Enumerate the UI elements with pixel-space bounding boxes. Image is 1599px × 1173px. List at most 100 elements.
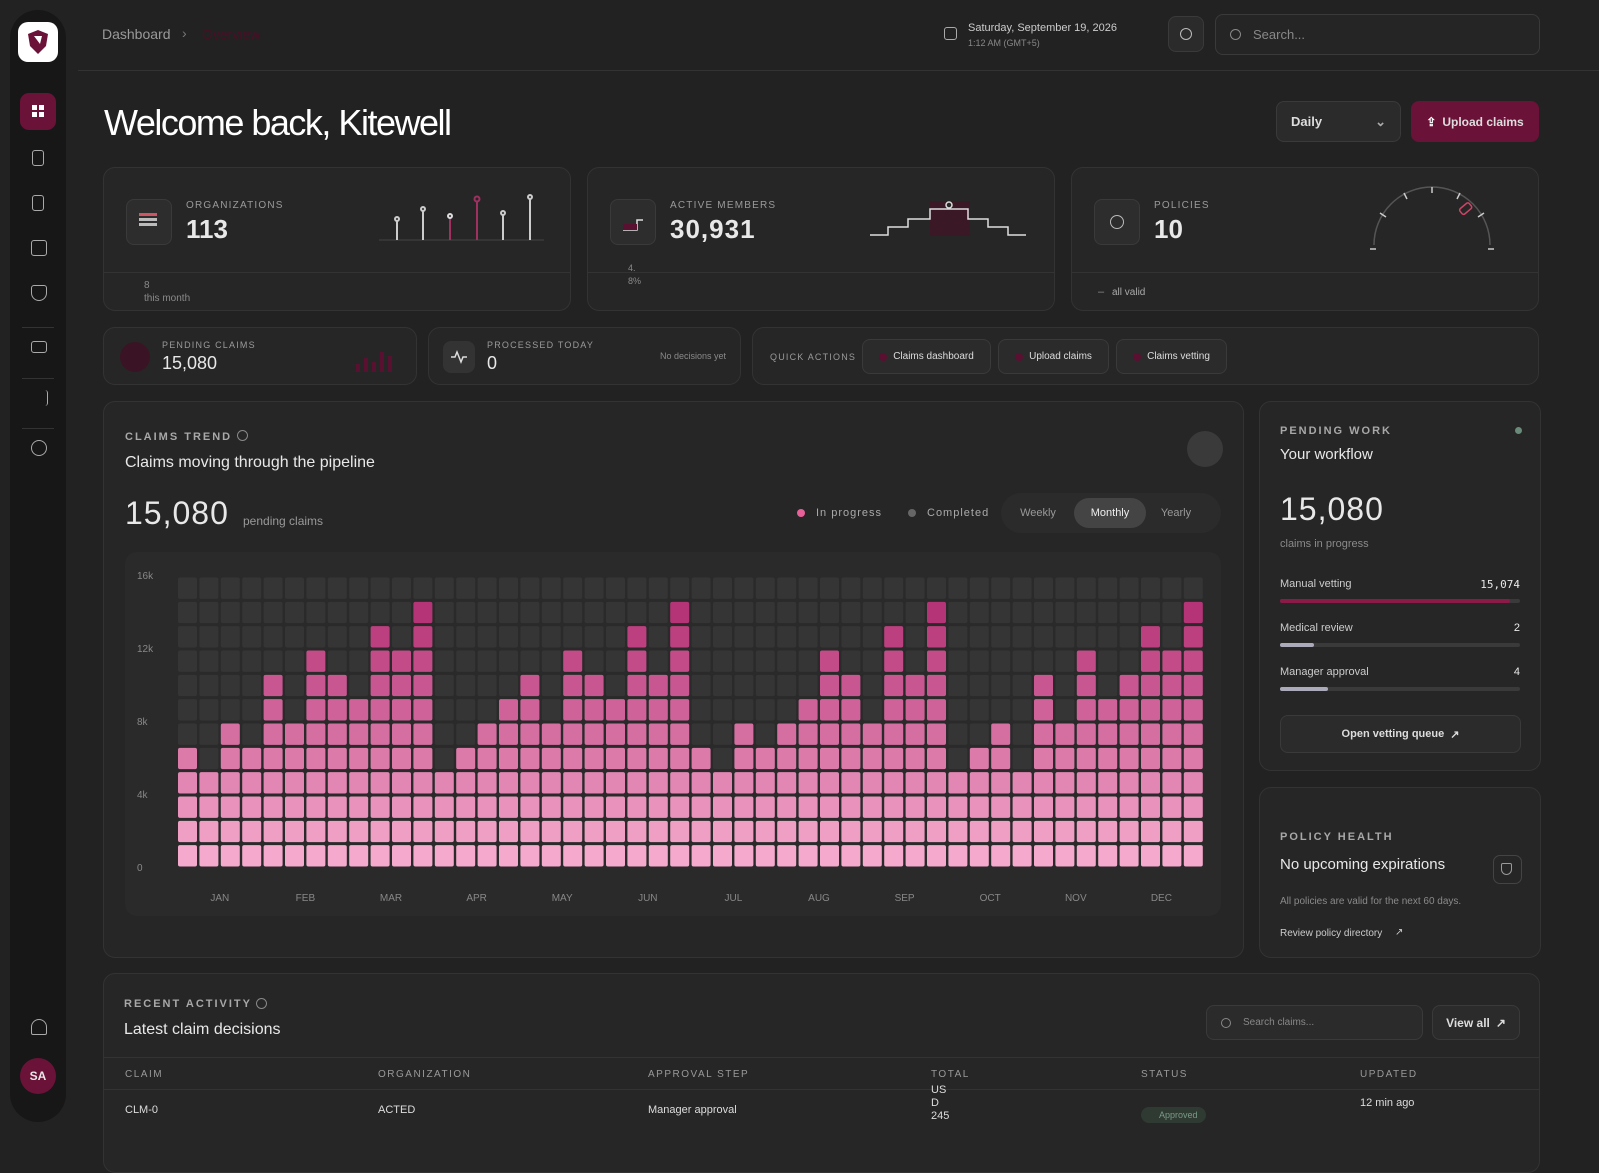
heat-cell (927, 772, 946, 794)
heat-cell (1034, 674, 1053, 697)
legend-label: In progress (816, 507, 883, 519)
quick-action[interactable]: Claims vetting (1116, 339, 1227, 374)
heat-cell (627, 723, 647, 745)
trend-total: 15,080 (125, 495, 229, 531)
heat-column (199, 577, 219, 867)
heat-cell (178, 796, 197, 818)
stat-card: PENDING CLAIMS 15,080 (103, 327, 417, 385)
empty-cell (948, 601, 968, 624)
heat-cell (627, 845, 647, 867)
empty-cell (199, 747, 219, 770)
refresh-button[interactable] (1187, 431, 1223, 467)
breadcrumb[interactable]: Dashboard (102, 26, 171, 42)
x-tick-label: SEP (895, 893, 915, 904)
heat-column (1162, 577, 1182, 867)
quick-action[interactable]: Claims dashboard (862, 339, 991, 374)
empty-cell (499, 601, 518, 624)
nav-payments[interactable] (31, 341, 47, 353)
heat-cell (948, 845, 968, 867)
heat-cell (777, 772, 797, 794)
heat-column (413, 577, 433, 867)
heat-cell (841, 674, 861, 697)
empty-cell (477, 650, 497, 672)
claims-search[interactable]: Search claims... (1206, 1005, 1423, 1040)
empty-cell (456, 650, 476, 672)
empty-cell (499, 674, 518, 697)
heat-cell (285, 747, 304, 770)
empty-cell (178, 674, 197, 697)
table-header: ORGANIZATION (378, 1069, 472, 1080)
nav-policies[interactable] (31, 285, 47, 301)
empty-cell (734, 699, 754, 721)
empty-cell (798, 650, 818, 672)
heat-cell (798, 699, 818, 721)
empty-cell (713, 577, 732, 599)
heat-cell (820, 699, 839, 721)
empty-cell (905, 601, 925, 624)
breadcrumb-separator: › (182, 25, 187, 41)
period-tab[interactable]: Monthly (1074, 498, 1146, 528)
heat-cell (1076, 747, 1096, 770)
heat-cell (670, 820, 690, 843)
nav-logs[interactable] (32, 390, 48, 406)
heat-cell (1076, 772, 1096, 794)
heat-cell (563, 820, 583, 843)
period-tab[interactable]: Yearly (1160, 507, 1192, 519)
empty-cell (242, 577, 262, 599)
nav-reports[interactable] (32, 195, 44, 211)
heat-cell (841, 747, 861, 770)
policy-link[interactable]: Review policy directory (1280, 928, 1383, 939)
heat-cell (584, 747, 604, 770)
nav-organizations[interactable] (31, 240, 47, 256)
heat-cell (563, 747, 583, 770)
search-placeholder: Search... (1253, 27, 1306, 42)
heat-cell (862, 772, 882, 794)
search-box[interactable]: Search... (1215, 14, 1540, 55)
period-select[interactable]: Daily ⌄ (1276, 101, 1401, 142)
empty-cell (199, 601, 219, 624)
heat-cell (520, 820, 540, 843)
sparkline (870, 201, 1026, 236)
empty-cell (948, 747, 968, 770)
logo[interactable] (18, 22, 58, 62)
heat-cell (755, 820, 775, 843)
heat-cell (755, 845, 775, 867)
empty-cell (220, 674, 240, 697)
heat-column (905, 577, 925, 867)
empty-cell (285, 699, 304, 721)
quick-action[interactable]: Upload claims (998, 339, 1109, 374)
nav-settings[interactable] (31, 440, 47, 456)
view-all-button[interactable]: View all ↗ (1432, 1005, 1520, 1040)
section-title: Claims moving through the pipeline (125, 454, 375, 471)
avatar[interactable]: SA (20, 1058, 56, 1094)
heat-cell (691, 845, 711, 867)
heat-cell (456, 772, 476, 794)
claims-trend-card: CLAIMS TREND Claims moving through the p… (103, 401, 1244, 958)
heat-cell (884, 845, 904, 867)
heat-cell (927, 820, 946, 843)
heat-cell (969, 820, 989, 843)
nav-claims[interactable] (32, 150, 44, 166)
heat-cell (1119, 796, 1139, 818)
empty-cell (349, 674, 369, 697)
stat-note: No decisions yet (659, 351, 726, 361)
empty-cell (755, 699, 775, 721)
upload-button[interactable]: ⇪ Upload claims (1411, 101, 1539, 142)
period-tab[interactable]: Weekly (1020, 507, 1056, 519)
heat-cell (713, 796, 732, 818)
heat-cell (627, 772, 647, 794)
theme-toggle[interactable] (1168, 16, 1204, 52)
heat-cell (327, 723, 347, 745)
empty-cell (1162, 626, 1182, 648)
quick-action-label: Claims dashboard (893, 351, 974, 362)
heat-column (1098, 577, 1118, 867)
empty-cell (969, 650, 989, 672)
heat-cell (841, 772, 861, 794)
nav-dashboard[interactable] (20, 93, 56, 130)
heat-cell (1076, 674, 1096, 697)
step-value: 4 (1513, 666, 1520, 678)
nav-notifications[interactable] (31, 1019, 47, 1035)
vetting-queue-button[interactable]: Open vetting queue ↗ (1280, 715, 1521, 753)
heat-column (349, 577, 369, 867)
heat-cell (199, 796, 219, 818)
